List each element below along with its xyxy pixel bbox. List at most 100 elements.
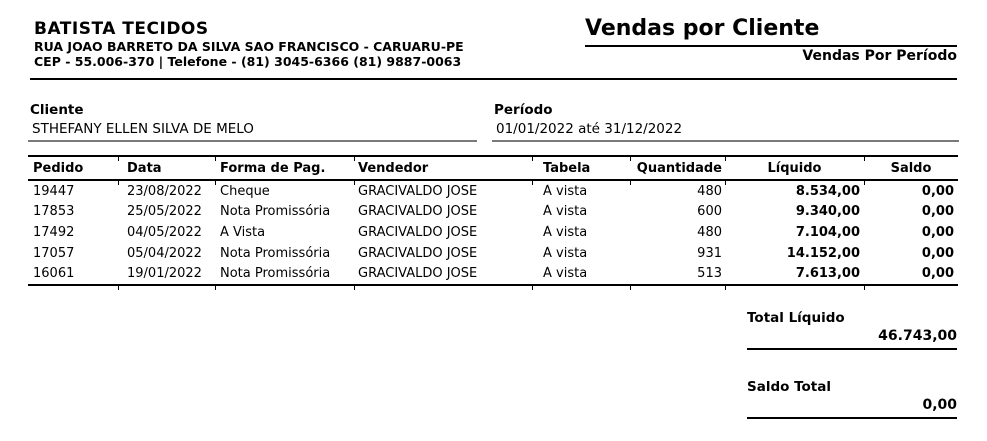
cell-data: 19/01/2022 (127, 266, 202, 282)
column-header-tabela: Tabela (543, 160, 591, 176)
cell-tabela: À vista (543, 245, 588, 261)
cell-vendedor: GRACIVALDO JOSE (358, 266, 478, 282)
cell-saldo: 0,00 (921, 204, 954, 220)
period-value: 01/01/2022 até 31/12/2022 (492, 119, 959, 142)
client-value: STHEFANY ELLEN SILVA DE MELO (28, 119, 477, 142)
cell-data: 04/05/2022 (127, 224, 202, 240)
cell-pedido: 19447 (33, 183, 75, 199)
company-header: BATISTA TECIDOS RUA JOAO BARRETO DA SILV… (34, 19, 464, 69)
column-tick (630, 179, 631, 185)
cell-liquido: 7.613,00 (795, 266, 860, 282)
period-label: Período (494, 102, 553, 118)
cell-saldo: 0,00 (921, 245, 954, 261)
total-liquido-value: 46.743,00 (878, 328, 957, 344)
column-header-quantidade: Quantidade (636, 160, 722, 176)
cell-forma-pag: Cheque (220, 183, 270, 199)
cell-quantidade: 513 (697, 266, 722, 282)
saldo-total-label: Saldo Total (747, 379, 831, 395)
totals-section: Total Líquido 46.743,00 Saldo Total 0,00 (747, 309, 957, 419)
cell-forma-pag: Nota Promissória (220, 204, 331, 220)
column-tick (354, 283, 355, 290)
table-row: 19447 23/08/2022 Cheque GRACIVALDO JOSE … (28, 181, 958, 202)
column-tick (725, 179, 726, 185)
cell-data: 23/08/2022 (127, 183, 202, 199)
table-row: 16061 19/01/2022 Nota Promissória GRACIV… (28, 263, 958, 284)
cell-saldo: 0,00 (921, 266, 954, 282)
total-liquido-block: Total Líquido 46.743,00 (747, 309, 957, 350)
column-tick (215, 155, 216, 161)
table-row: 17492 04/05/2022 À Vista GRACIVALDO JOSE… (28, 222, 958, 243)
cell-saldo: 0,00 (921, 183, 954, 199)
column-tick (864, 179, 865, 185)
cell-liquido: 14.152,00 (786, 245, 860, 261)
column-header-pedido: Pedido (33, 160, 84, 176)
cell-tabela: À vista (543, 204, 588, 220)
cell-quantidade: 480 (697, 224, 722, 240)
cell-pedido: 17492 (33, 224, 75, 240)
column-tick (118, 283, 119, 290)
cell-vendedor: GRACIVALDO JOSE (358, 224, 478, 240)
cell-forma-pag: Nota Promissória (220, 245, 331, 261)
column-tick (354, 179, 355, 185)
cell-vendedor: GRACIVALDO JOSE (358, 245, 478, 261)
column-tick (118, 155, 119, 161)
saldo-total-value: 0,00 (922, 397, 957, 413)
column-tick (215, 283, 216, 290)
cell-vendedor: GRACIVALDO JOSE (358, 204, 478, 220)
column-header-vendedor: Vendedor (358, 160, 429, 176)
page-title: Vendas por Cliente (585, 14, 957, 47)
cell-quantidade: 600 (697, 204, 722, 220)
cell-liquido: 8.534,00 (795, 183, 860, 199)
period-filter: Período 01/01/2022 até 31/12/2022 (492, 101, 959, 142)
cell-saldo: 0,00 (921, 224, 954, 240)
table-header-row: Pedido Data Forma de Pag. Vendedor Tabel… (28, 157, 958, 179)
saldo-total-block: Saldo Total 0,00 (747, 378, 957, 419)
table-bottom-rule (28, 283, 958, 290)
table-row: 17057 05/04/2022 Nota Promissória GRACIV… (28, 243, 958, 264)
client-label: Cliente (30, 102, 84, 118)
column-tick (532, 155, 533, 161)
column-header-forma-pag: Forma de Pag. (220, 160, 326, 176)
report-subtitle: Vendas Por Período (802, 48, 957, 64)
column-tick (725, 283, 726, 290)
table-top-rule (28, 155, 958, 161)
total-liquido-label: Total Líquido (747, 310, 845, 326)
cell-quantidade: 931 (697, 245, 722, 261)
cell-data: 25/05/2022 (127, 204, 202, 220)
column-header-liquido: Líquido (767, 160, 822, 176)
column-tick (864, 155, 865, 161)
table-body: 19447 23/08/2022 Cheque GRACIVALDO JOSE … (28, 181, 958, 284)
cell-tabela: À vista (543, 183, 588, 199)
cell-pedido: 16061 (33, 266, 75, 282)
column-tick (864, 283, 865, 290)
table-row: 17853 25/05/2022 Nota Promissória GRACIV… (28, 202, 958, 223)
company-contact: CEP - 55.006-370 | Telefone - (81) 3045-… (34, 53, 462, 69)
column-tick (532, 179, 533, 185)
report-header: Vendas por Cliente Vendas Por Período (585, 14, 957, 65)
cell-pedido: 17853 (33, 204, 75, 220)
table-header-rule (28, 179, 958, 185)
company-address: RUA JOAO BARRETO DA SILVA SAO FRANCISCO … (34, 39, 464, 54)
column-header-data: Data (127, 160, 162, 176)
column-tick (630, 283, 631, 290)
column-tick (118, 179, 119, 185)
column-tick (725, 155, 726, 161)
column-tick (532, 283, 533, 290)
cell-quantidade: 480 (697, 183, 722, 199)
column-tick (630, 155, 631, 161)
cell-liquido: 9.340,00 (795, 204, 860, 220)
cell-liquido: 7.104,00 (795, 224, 860, 240)
company-name: BATISTA TECIDOS (34, 19, 209, 39)
sales-table: Pedido Data Forma de Pag. Vendedor Tabel… (28, 155, 958, 290)
header-divider (30, 78, 957, 80)
column-tick (215, 179, 216, 185)
cell-vendedor: GRACIVALDO JOSE (358, 183, 478, 199)
client-filter: Cliente STHEFANY ELLEN SILVA DE MELO (28, 101, 477, 142)
cell-tabela: À vista (543, 224, 588, 240)
column-tick (354, 155, 355, 161)
cell-pedido: 17057 (33, 245, 75, 261)
column-header-saldo: Saldo (890, 160, 932, 176)
cell-forma-pag: À Vista (220, 224, 266, 240)
cell-forma-pag: Nota Promissória (220, 266, 331, 282)
